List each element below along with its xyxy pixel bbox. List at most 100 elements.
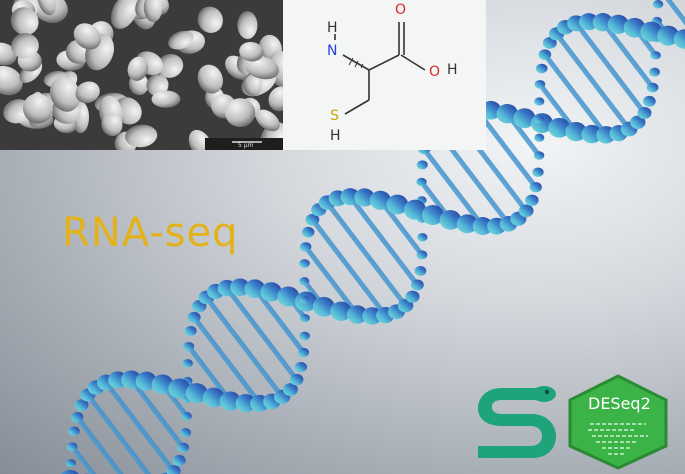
helix-bead [534, 133, 545, 142]
helix-bead [369, 190, 391, 210]
yeast-cell [49, 76, 81, 112]
yeast-cell [101, 113, 123, 137]
yeast-cells-image [0, 0, 283, 150]
yeast-cell [168, 30, 194, 50]
yeast-cell [197, 6, 223, 33]
atom-h-amine: H [327, 20, 338, 36]
yeast-cell [268, 86, 283, 112]
helix-bead [414, 266, 427, 276]
helix-bead [581, 124, 602, 144]
helix-bead [260, 282, 282, 302]
helix-rung [69, 444, 97, 474]
helix-bead [404, 199, 427, 220]
helix-bead [456, 214, 478, 234]
helix-bead [187, 311, 201, 323]
yeast-cell [0, 65, 23, 96]
helix-rung [421, 146, 486, 229]
helix-bead [496, 103, 518, 124]
helix-bead [289, 373, 304, 386]
helix-bead [657, 25, 680, 46]
helix-bead [340, 188, 360, 206]
yeast-cell [10, 7, 39, 36]
helix-bead [650, 51, 661, 60]
atom-h-hydroxyl: H [447, 62, 458, 78]
helix-bead [362, 307, 382, 325]
helix-bead [439, 210, 462, 230]
helix-bead [533, 151, 545, 160]
helix-bead [518, 204, 534, 218]
yeast-cell [224, 98, 256, 128]
helix-rung [191, 314, 263, 406]
yeast-cell [197, 64, 223, 94]
yeast-micrograph: 5 µm [0, 0, 283, 150]
helix-bead [397, 298, 414, 313]
helix-bead [513, 108, 536, 129]
helix-rung [74, 414, 124, 474]
helix-bead [416, 177, 427, 187]
helix-bead [65, 459, 77, 468]
deseq2-logo: DESeq2 [566, 374, 670, 470]
helix-rung [303, 244, 360, 318]
atom-s: S [330, 108, 339, 124]
helix-bead [565, 122, 587, 142]
helix-bead [386, 194, 409, 215]
helix-bead [472, 217, 493, 236]
helix-rung [186, 343, 233, 404]
helix-bead [166, 465, 181, 474]
helix-rung [542, 52, 609, 138]
scale-bar-label: 5 µm [238, 142, 254, 149]
helix-rung [573, 20, 647, 116]
helix-bead [354, 188, 375, 207]
helix-bead [74, 399, 89, 411]
helix-bead [61, 470, 79, 474]
helix-bead [151, 374, 174, 395]
yeast-cell [151, 90, 181, 108]
helix-bead [71, 411, 84, 423]
deseq2-hexagon-icon [568, 374, 668, 470]
helix-bead [299, 242, 312, 252]
helix-bead [299, 331, 310, 341]
helix-bead [168, 378, 191, 399]
helix-bead [299, 295, 310, 304]
yeast-cell [239, 41, 264, 62]
helix-bead [219, 391, 241, 411]
helix-bead [592, 13, 613, 32]
helix-bead [646, 82, 659, 93]
helix-bead [416, 250, 428, 260]
helix-bead [179, 428, 191, 438]
helix-bead [230, 278, 250, 297]
helix-bead [185, 383, 208, 404]
helix-bead [579, 13, 599, 31]
helix-bead [532, 167, 544, 177]
helix-bead [542, 37, 557, 49]
atom-o-hydroxyl: O [429, 64, 441, 80]
helix-bead [652, 0, 664, 9]
helix-bead [630, 115, 646, 129]
helix-bead [66, 442, 78, 452]
helix-bead [301, 226, 315, 238]
helix-rung [309, 217, 388, 318]
helix-bead [642, 95, 656, 107]
deseq2-label: DESeq2 [588, 394, 651, 413]
helix-bead [68, 426, 80, 436]
helix-bead [202, 387, 225, 408]
helix-rung [203, 294, 285, 400]
helix-bead [346, 305, 368, 324]
yeast-cell [11, 33, 39, 59]
yeast-cell [143, 0, 163, 23]
yeast-cell [146, 74, 169, 96]
helix-bead [623, 17, 646, 38]
helix-bead [183, 341, 195, 351]
helix-bead [299, 314, 310, 323]
helix-bead [534, 79, 546, 89]
helix-bead [244, 279, 266, 299]
rna-seq-title: RNA-seq [62, 210, 239, 256]
helix-bead [534, 97, 545, 106]
helix-bead [637, 106, 652, 120]
helix-rung [224, 285, 300, 383]
helix-bead [184, 326, 197, 336]
helix-bead [330, 301, 352, 321]
helix-bead [297, 347, 310, 358]
